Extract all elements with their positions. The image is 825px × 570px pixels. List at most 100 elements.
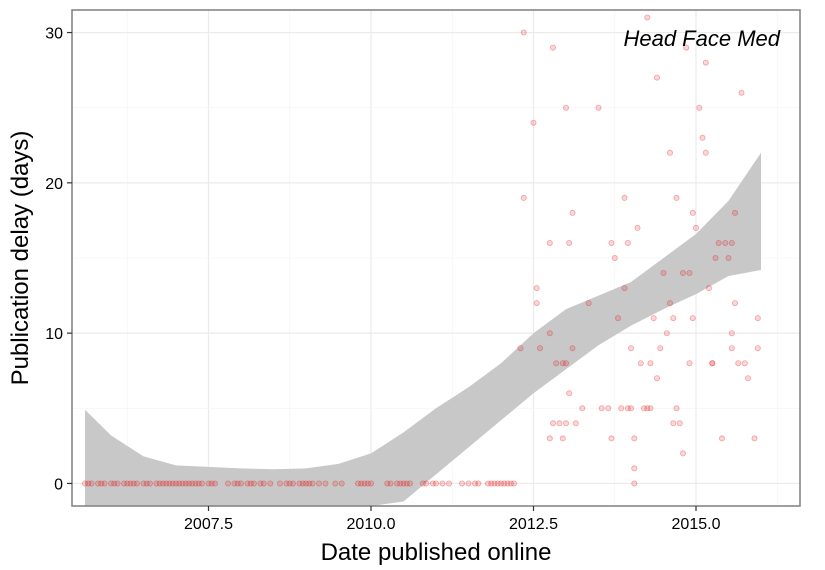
data-point (176, 480, 183, 487)
data-point (364, 480, 371, 487)
data-point (387, 480, 394, 487)
data-point (432, 480, 439, 487)
data-point (595, 104, 602, 111)
data-points (82, 14, 761, 487)
data-point (673, 194, 680, 201)
data-point (299, 480, 306, 487)
data-point (283, 480, 290, 487)
data-point (497, 480, 504, 487)
data-point (715, 239, 722, 246)
data-point (706, 285, 713, 292)
data-point (491, 480, 498, 487)
data-point (244, 480, 251, 487)
data-point (195, 480, 202, 487)
data-point (332, 480, 339, 487)
data-point (358, 480, 365, 487)
panel-border (71, 9, 801, 507)
data-point (169, 480, 176, 487)
data-point (631, 435, 638, 442)
data-point (156, 480, 163, 487)
x-axis-ticks: 2007.5 2010.0 2012.5 2015.0 (184, 506, 721, 533)
data-point (745, 375, 752, 382)
x-axis-title: Date published online (321, 539, 552, 566)
data-point (403, 480, 410, 487)
data-point (85, 480, 92, 487)
data-point (563, 360, 570, 367)
data-point (465, 480, 472, 487)
data-point (689, 315, 696, 322)
data-point (153, 480, 160, 487)
data-point (559, 360, 566, 367)
data-point (185, 480, 192, 487)
y-axis-ticks: 0 10 20 30 (45, 26, 72, 493)
data-point (722, 239, 729, 246)
data-point (172, 480, 179, 487)
data-point (111, 480, 118, 487)
data-point (579, 405, 586, 412)
data-point (322, 480, 329, 487)
x-tick-label: 2007.5 (184, 516, 233, 533)
data-point (605, 405, 612, 412)
data-point (546, 330, 553, 337)
data-point (680, 269, 687, 276)
data-point (439, 480, 446, 487)
data-point (631, 480, 638, 487)
data-point (719, 435, 726, 442)
data-point (686, 360, 693, 367)
y-tick-label: 20 (45, 176, 63, 193)
data-point (728, 239, 735, 246)
data-point (621, 285, 628, 292)
data-point (488, 480, 495, 487)
data-point (114, 480, 121, 487)
data-point (709, 360, 716, 367)
data-point (384, 480, 391, 487)
data-point (159, 480, 166, 487)
data-point (309, 480, 316, 487)
data-point (699, 134, 706, 141)
data-point (101, 480, 108, 487)
data-point (501, 480, 508, 487)
data-point (423, 480, 430, 487)
data-point (754, 345, 761, 352)
data-point (689, 209, 696, 216)
data-point (205, 480, 212, 487)
data-point (702, 59, 709, 66)
data-point (520, 194, 527, 201)
data-point (121, 480, 128, 487)
data-point (680, 450, 687, 457)
data-point (302, 480, 309, 487)
data-point (637, 360, 644, 367)
data-point (88, 480, 95, 487)
data-point (484, 480, 491, 487)
data-point (530, 119, 537, 126)
data-point (146, 480, 153, 487)
x-tick-label: 2010.0 (347, 516, 396, 533)
data-point (140, 480, 147, 487)
data-point (728, 330, 735, 337)
data-point (670, 420, 677, 427)
data-point (133, 480, 140, 487)
data-point (738, 89, 745, 96)
data-point (143, 480, 150, 487)
data-point (566, 239, 573, 246)
data-point (198, 480, 205, 487)
data-point (569, 209, 576, 216)
data-point (82, 480, 89, 487)
data-point (533, 285, 540, 292)
data-point (709, 360, 716, 367)
data-point (621, 194, 628, 201)
data-point (163, 480, 170, 487)
data-point (208, 480, 215, 487)
data-point (732, 209, 739, 216)
data-point (429, 480, 436, 487)
data-point (647, 360, 654, 367)
data-point (361, 480, 368, 487)
data-point (494, 480, 501, 487)
data-point (563, 104, 570, 111)
data-point (650, 315, 657, 322)
data-point (267, 480, 274, 487)
data-point (615, 315, 622, 322)
data-point (556, 420, 563, 427)
data-point (306, 480, 313, 487)
data-point (520, 29, 527, 36)
